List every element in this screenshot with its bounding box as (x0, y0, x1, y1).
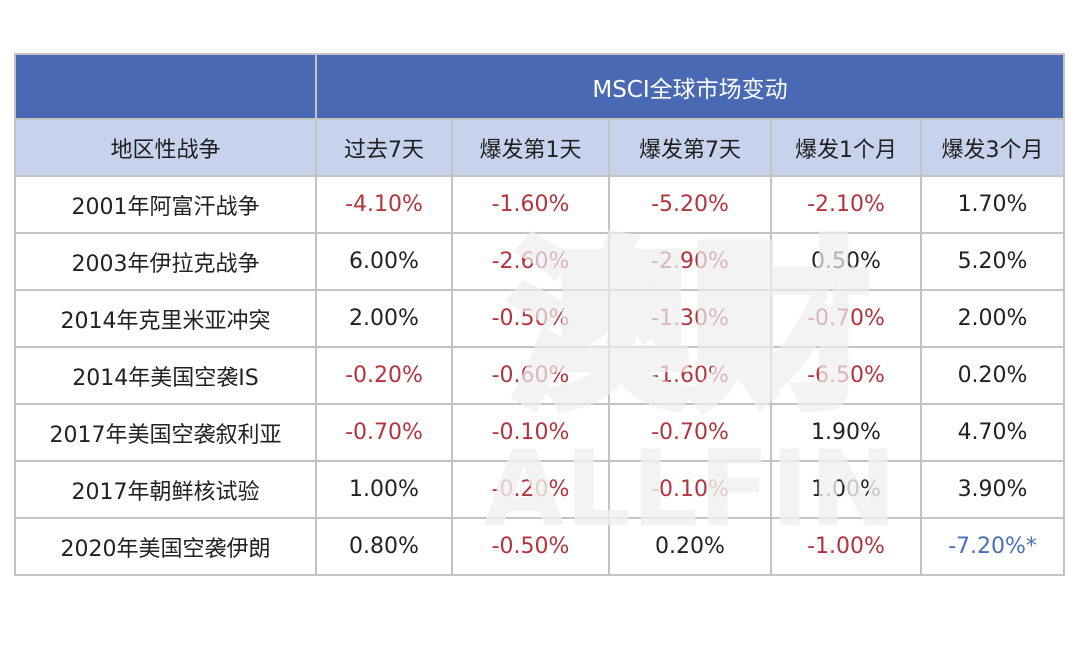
value-cell: -5.20% (608, 175, 772, 234)
table-row: 2020年美国空袭伊朗 0.80% -0.50% 0.20% -1.00% -7.20%* (14, 517, 1066, 576)
data-table-container: MSCI全球市场变动 地区性战争 过去7天 爆发第1天 爆发第7天 爆发1个月 … (14, 53, 1066, 576)
value-cell: -0.70% (770, 289, 922, 348)
column-header: 爆发第7天 (608, 118, 772, 177)
event-name-cell: 2001年阿富汗战争 (14, 175, 317, 234)
value-cell: -0.10% (608, 460, 772, 519)
value-cell: -0.70% (315, 403, 453, 462)
value-cell: -0.60% (451, 346, 610, 405)
column-header: 过去7天 (315, 118, 453, 177)
value-cell: 2.00% (919, 289, 1066, 348)
table-row: 2014年克里米亚冲突 2.00% -0.50% -1.30% -0.70% 2.00% (14, 289, 1066, 348)
value-cell: 0.20% (608, 517, 772, 576)
value-cell: -1.60% (451, 175, 610, 234)
row-header: 地区性战争 (14, 118, 317, 177)
value-cell: 0.20% (919, 346, 1066, 405)
value-cell: 5.20% (919, 232, 1066, 291)
event-name-cell: 2014年克里米亚冲突 (14, 289, 317, 348)
value-cell: -0.50% (451, 289, 610, 348)
value-cell: -0.70% (608, 403, 772, 462)
value-cell: -1.00% (770, 517, 922, 576)
value-cell: -0.20% (451, 460, 610, 519)
value-cell: 1.00% (770, 460, 922, 519)
value-cell: -1.60% (608, 346, 772, 405)
table-row: 2014年美国空袭IS -0.20% -0.60% -1.60% -6.50% 0.20% (14, 346, 1066, 405)
value-cell: -4.10% (315, 175, 453, 234)
event-name-cell: 2017年朝鲜核试验 (14, 460, 317, 519)
event-name-cell: 2017年美国空袭叙利亚 (14, 403, 317, 462)
value-cell: -0.50% (451, 517, 610, 576)
event-name-cell: 2014年美国空袭IS (14, 346, 317, 405)
column-header: 爆发3个月 (919, 118, 1066, 177)
table-row: 2001年阿富汗战争 -4.10% -1.60% -5.20% -2.10% 1.70% (14, 175, 1066, 234)
value-cell: 1.70% (919, 175, 1066, 234)
value-cell: 1.90% (770, 403, 922, 462)
value-cell: 1.00% (315, 460, 453, 519)
value-cell: 0.80% (315, 517, 453, 576)
event-name-cell: 2020年美国空袭伊朗 (14, 517, 317, 576)
value-cell: -0.20% (315, 346, 453, 405)
value-cell: -2.60% (451, 232, 610, 291)
event-name-cell: 2003年伊拉克战争 (14, 232, 317, 291)
msci-war-table: MSCI全球市场变动 地区性战争 过去7天 爆发第1天 爆发第7天 爆发1个月 … (14, 53, 1066, 576)
value-cell: 0.50% (770, 232, 922, 291)
value-cell: -1.30% (608, 289, 772, 348)
value-cell: -2.10% (770, 175, 922, 234)
table-row: 2017年朝鲜核试验 1.00% -0.20% -0.10% 1.00% 3.90% (14, 460, 1066, 519)
value-cell: 4.70% (919, 403, 1066, 462)
value-cell: 2.00% (315, 289, 453, 348)
table-row: 2003年伊拉克战争 6.00% -2.60% -2.90% 0.50% 5.20% (14, 232, 1066, 291)
column-header: 爆发1个月 (770, 118, 922, 177)
header-row: 地区性战争 过去7天 爆发第1天 爆发第7天 爆发1个月 爆发3个月 (14, 118, 1066, 177)
table-row: 2017年美国空袭叙利亚 -0.70% -0.10% -0.70% 1.90% 4.70% (14, 403, 1066, 462)
value-cell: -2.90% (608, 232, 772, 291)
value-cell: 3.90% (919, 460, 1066, 519)
title-row: MSCI全球市场变动 (14, 53, 1066, 120)
group-header: MSCI全球市场变动 (314, 53, 1066, 120)
corner-cell (14, 53, 317, 120)
column-header: 爆发第1天 (451, 118, 610, 177)
value-cell: -6.50% (770, 346, 922, 405)
value-cell: -0.10% (451, 403, 610, 462)
value-cell: 6.00% (315, 232, 453, 291)
value-cell: -7.20%* (919, 517, 1066, 576)
